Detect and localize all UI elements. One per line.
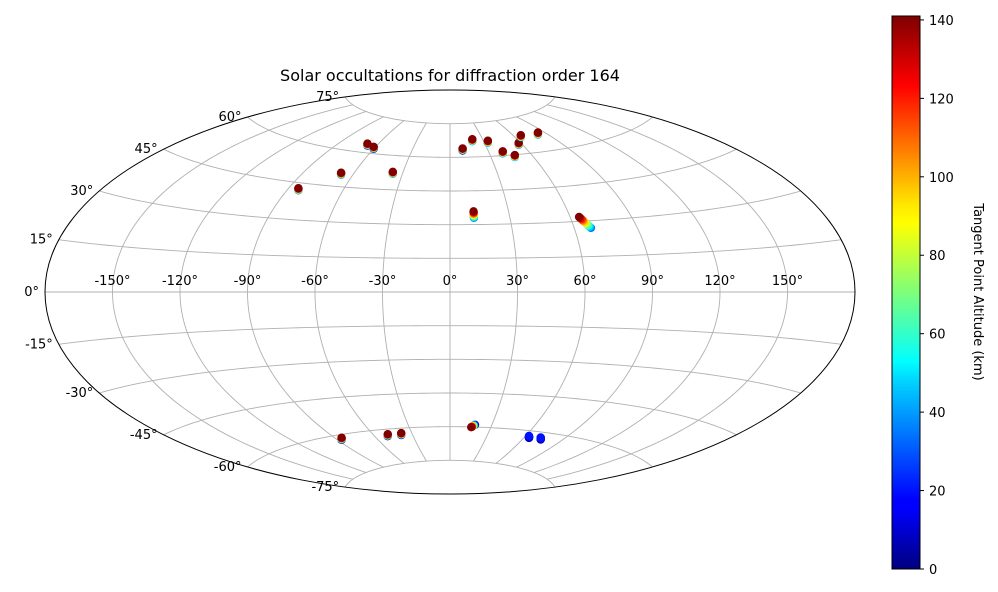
altitude-point [498, 147, 507, 156]
altitude-point [294, 184, 303, 193]
x-tick-label: 150° [772, 274, 803, 289]
parallel-line [247, 426, 653, 468]
y-tick-label: 60° [218, 110, 241, 125]
altitude-point [524, 431, 534, 441]
chart-title: Solar occultations for diffraction order… [280, 66, 620, 85]
altitude-point [397, 428, 406, 438]
altitude-point [369, 142, 378, 152]
altitude-point [536, 433, 545, 442]
x-tick-label: 30° [506, 274, 529, 289]
x-tick-label: -30° [369, 274, 397, 289]
y-tick-label: 15° [30, 233, 53, 248]
occultation-marker [498, 147, 507, 158]
parallel-line [163, 148, 737, 192]
altitude-point [510, 150, 520, 160]
x-tick-label: 0° [443, 274, 458, 289]
x-tick-label: 120° [704, 274, 735, 289]
occultation-marker [383, 429, 392, 441]
occultation-marker [524, 431, 534, 443]
parallel-line [344, 96, 556, 125]
altitude-point [383, 429, 392, 439]
altitude-point [337, 433, 346, 442]
y-tick-label: 45° [135, 142, 158, 157]
occultation-marker [516, 130, 525, 142]
occultation-marker [337, 433, 346, 444]
occultation-marker [468, 135, 477, 146]
parallel-line [344, 459, 556, 488]
altitude-point [336, 168, 346, 177]
map-boundary [44, 89, 856, 495]
x-tick-label: 90° [641, 274, 664, 289]
colorbar-ticks: 0 20 40 60 80 100 120 140 [920, 14, 954, 578]
colorbar: 0 20 40 60 80 100 120 140 Tangent Point Altitud… [891, 14, 985, 578]
y-tick-labels: 75° 60° 45° 30° 15° 0° -15° -30° -45° -60° -75° [24, 90, 339, 495]
colorbar-gradient [891, 15, 921, 570]
y-tick-label: -30° [66, 386, 94, 401]
altitude-point [483, 136, 493, 145]
occultation-marker [533, 128, 543, 139]
altitude-point [574, 212, 584, 222]
colorbar-tick-label: 140 [929, 14, 954, 29]
occultation-marker [536, 433, 545, 444]
colorbar-tick-label: 0 [929, 563, 937, 578]
occultation-marker [294, 184, 303, 195]
altitude-point [469, 207, 478, 216]
parallel-line [163, 392, 737, 436]
y-tick-label: -75° [311, 480, 339, 495]
altitude-point [468, 135, 477, 144]
altitude-point [388, 167, 397, 177]
colorbar-tick-label: 120 [929, 92, 954, 107]
colorbar-tick-label: 60 [929, 328, 946, 343]
y-tick-label: 75° [316, 90, 339, 105]
data-points [294, 128, 596, 444]
colorbar-tick-label: 20 [929, 485, 946, 500]
colorbar-tick-label: 80 [929, 249, 946, 264]
y-tick-label: 30° [70, 184, 93, 199]
altitude-point [516, 130, 525, 140]
parallel-line [247, 116, 653, 158]
altitude-point [363, 139, 372, 148]
colorbar-tick-label: 40 [929, 406, 946, 421]
altitude-point [467, 423, 476, 432]
graticule [45, 96, 855, 488]
occultation-marker [388, 167, 397, 179]
occultation-marker [369, 142, 378, 154]
y-tick-label: -60° [214, 460, 242, 475]
x-tick-label: -60° [301, 274, 329, 289]
occultation-marker [458, 144, 467, 155]
y-tick-label: 0° [24, 285, 39, 300]
parallel-line [58, 325, 842, 345]
occultation-marker [469, 207, 479, 223]
parallel-line [58, 239, 842, 259]
parallel-line [99, 190, 801, 226]
occultation-marker [467, 420, 480, 432]
colorbar-tick-label: 100 [929, 171, 954, 186]
colorbar-label: Tangent Point Altitude (km) [970, 202, 985, 380]
occultation-marker [514, 138, 523, 149]
x-tick-label: -90° [234, 274, 262, 289]
x-tick-labels: -150° -120° -90° -60° -30° 0° 30° 60° 90° 120° 150… [94, 274, 803, 289]
occultation-marker [510, 150, 520, 162]
occultation-marker [574, 212, 596, 233]
occultation-marker [397, 428, 406, 440]
x-tick-label: 60° [573, 274, 596, 289]
occultation-marker [336, 168, 346, 179]
y-tick-label: -15° [25, 337, 53, 352]
occultation-marker [483, 136, 493, 147]
x-tick-label: -120° [162, 274, 198, 289]
y-tick-label: -45° [130, 428, 158, 443]
altitude-point [533, 128, 543, 137]
parallel-line [99, 358, 801, 394]
altitude-point [458, 144, 467, 153]
x-tick-label: -150° [94, 274, 130, 289]
